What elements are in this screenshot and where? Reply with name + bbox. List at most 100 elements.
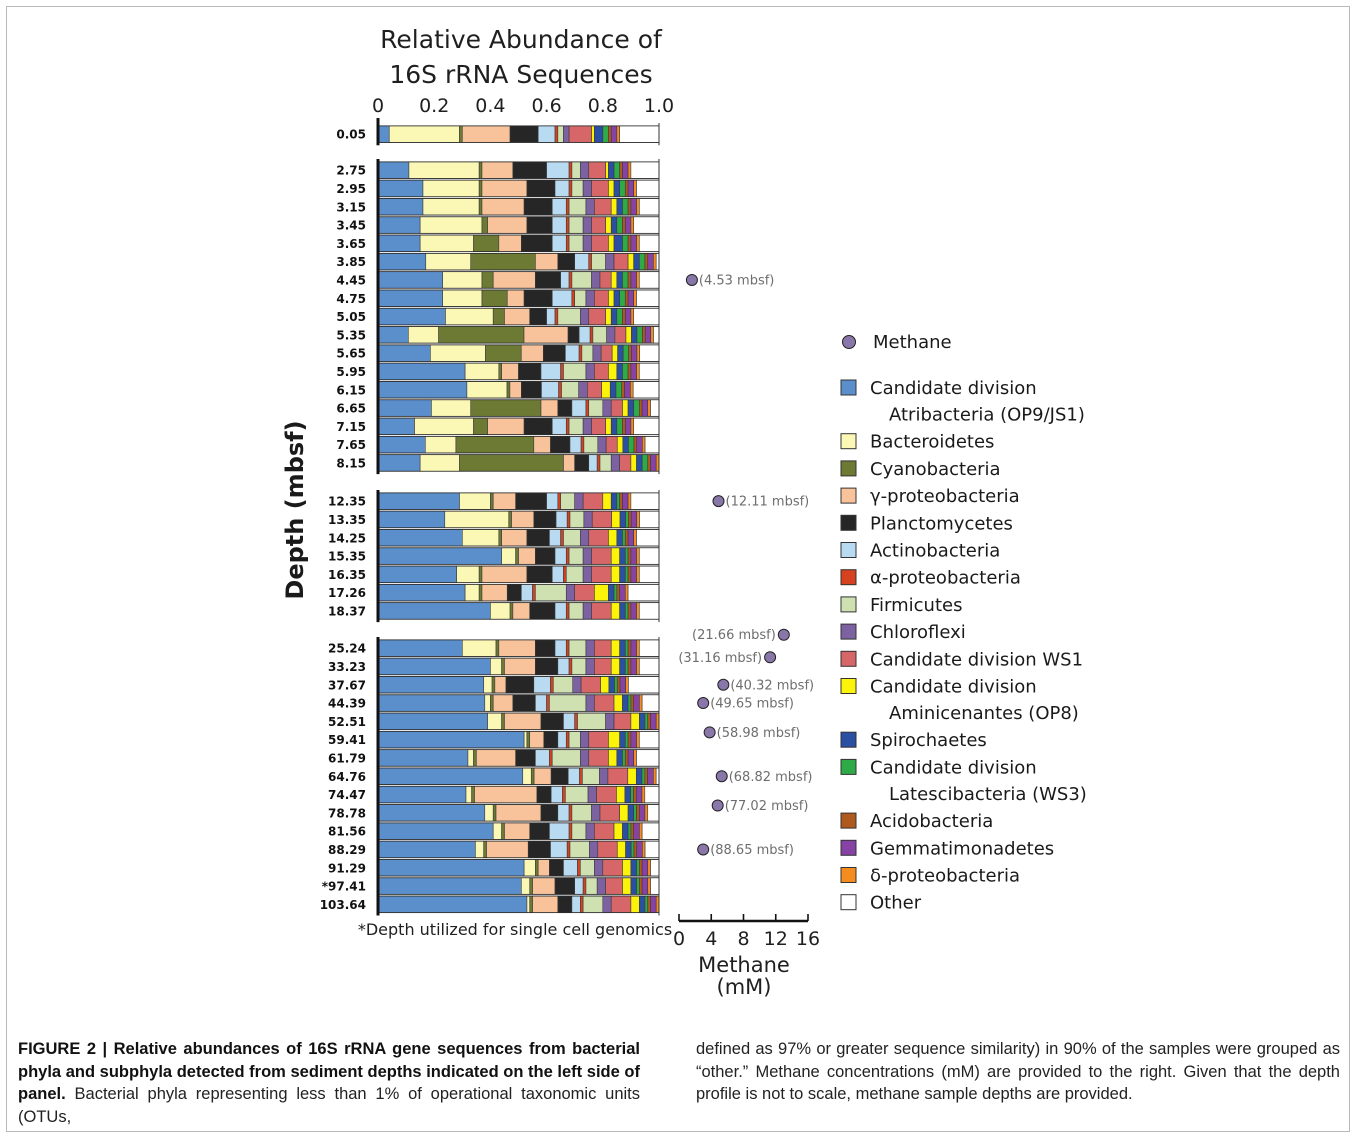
bar-segment	[591, 565, 612, 583]
bar-segment	[424, 436, 457, 454]
bar-segment	[630, 307, 635, 326]
bar-segment	[565, 639, 570, 657]
bar-segment	[543, 731, 559, 749]
bar-segment	[557, 253, 576, 271]
depth-label: 18.37	[328, 604, 366, 618]
bar-segment	[628, 510, 632, 529]
bar-segment	[630, 510, 638, 529]
bar-segment	[419, 234, 474, 252]
bar-segment	[388, 125, 460, 143]
bar-segment	[630, 840, 635, 859]
legend-swatch	[840, 433, 857, 450]
bar-segment	[631, 344, 638, 362]
bar-segment	[558, 381, 562, 399]
bar-segment	[610, 565, 620, 583]
bar-segment	[613, 712, 632, 730]
bar-segment	[478, 198, 483, 216]
bar-segment	[636, 289, 660, 307]
bar-segment	[619, 179, 626, 198]
bar-segment	[377, 271, 443, 289]
bar-segment	[602, 399, 612, 417]
bar-segment	[425, 253, 472, 271]
bar-segment	[633, 289, 637, 307]
methane-tick-label: 8	[737, 928, 749, 950]
depth-label: 91.29	[328, 861, 366, 875]
bar-segment	[512, 161, 547, 179]
bar-segment	[599, 271, 612, 289]
bar-segment	[633, 822, 640, 840]
bar-segment	[650, 712, 657, 730]
bar-segment	[504, 712, 542, 730]
bar-segment	[485, 344, 522, 362]
bar-segment	[565, 547, 570, 565]
caption-text-left: Bacterial phyla representing less than 1…	[18, 1085, 640, 1126]
bar-segment	[554, 877, 576, 895]
bar-segment	[624, 639, 629, 657]
bar-segment	[568, 804, 573, 822]
bar-segment	[442, 289, 483, 307]
bar-segment	[591, 179, 609, 198]
bar-segment	[461, 125, 511, 143]
bar-segment	[419, 216, 483, 234]
bar-segment	[630, 454, 637, 472]
bar-segment	[606, 326, 616, 344]
bar-segment	[639, 877, 643, 895]
bar-segment	[549, 859, 564, 877]
bar-segment	[636, 877, 640, 895]
bar-segment	[492, 694, 514, 712]
bar-segment	[540, 362, 561, 381]
bar-segment	[602, 895, 612, 913]
methane-depth-label: (88.65 mbsf)	[710, 843, 794, 858]
bar-segment	[627, 767, 637, 785]
bar-segment	[568, 125, 592, 143]
bar-segment	[639, 859, 643, 877]
methane-depth-label: (31.16 mbsf)	[678, 651, 762, 666]
depth-label: 25.24	[328, 642, 366, 656]
bar-segment	[566, 840, 571, 859]
bar-segment	[630, 198, 637, 216]
legend-methane-marker	[842, 335, 856, 349]
bar-segment	[529, 895, 533, 913]
caption-text-right: defined as 97% or greater sequence simil…	[696, 1040, 1340, 1103]
bar-segment	[636, 436, 643, 454]
bar-segment	[608, 731, 620, 749]
bar-segment	[535, 639, 556, 657]
depth-label: 14.25	[328, 531, 366, 545]
bar-segment	[647, 804, 660, 822]
bar-segment	[605, 161, 609, 179]
bar-segment	[484, 804, 494, 822]
bar-segment	[377, 198, 424, 216]
bar-segment	[571, 179, 584, 198]
chart-title-line: 16S rRNA Sequences	[389, 60, 652, 89]
bar-segment	[554, 179, 570, 198]
bar-segment	[624, 417, 632, 435]
bar-segment	[569, 840, 590, 859]
bar-segment	[523, 859, 536, 877]
bar-segment	[557, 492, 561, 510]
legend-swatch	[840, 894, 857, 911]
depth-label: 16.35	[328, 568, 366, 582]
bar-segment	[630, 161, 660, 179]
bar-segment	[600, 676, 610, 694]
bar-segment	[557, 895, 573, 913]
bar-segment	[518, 362, 542, 381]
bar-segment	[602, 859, 623, 877]
bar-segment	[571, 289, 576, 307]
bar-segment	[622, 492, 629, 510]
bar-segment	[377, 381, 468, 399]
bar-segment	[616, 362, 623, 381]
depth-label: 59.41	[328, 733, 366, 747]
methane-point	[711, 799, 724, 812]
bar-segment	[639, 234, 660, 252]
bar-segment	[644, 436, 660, 454]
bar-segment	[470, 253, 536, 271]
bar-segment	[567, 326, 580, 344]
bar-segment	[498, 529, 502, 547]
bar-segment	[461, 639, 497, 657]
bar-segment	[478, 179, 483, 198]
bar-segment	[377, 344, 431, 362]
bar-segment	[639, 253, 646, 271]
bar-segment	[377, 694, 486, 712]
figure-caption: FIGURE 2 | Relative abundances of 16S rR…	[18, 1030, 1340, 1138]
legend-label-line2: Atribacteria (OP9/JS1)	[889, 405, 1085, 426]
